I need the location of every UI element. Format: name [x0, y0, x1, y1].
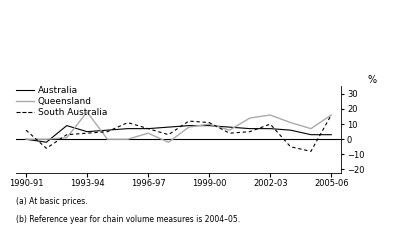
South Australia [24, 129, 29, 131]
Queensland [105, 138, 110, 141]
South Australia [125, 121, 130, 124]
South Australia [105, 130, 110, 133]
Queensland [268, 114, 273, 116]
Australia [268, 127, 273, 130]
Australia [24, 138, 29, 141]
South Australia [207, 121, 212, 124]
South Australia [166, 133, 171, 136]
South Australia [288, 146, 293, 148]
Australia [85, 130, 89, 133]
South Australia [64, 133, 69, 136]
Queensland [64, 136, 69, 139]
Australia [125, 127, 130, 130]
South Australia [146, 127, 150, 130]
Text: (a) At basic prices.: (a) At basic prices. [16, 197, 87, 206]
Queensland [125, 138, 130, 141]
Australia [288, 129, 293, 131]
Text: %: % [368, 75, 377, 85]
Australia [308, 133, 313, 136]
Australia [207, 124, 212, 127]
Queensland [166, 141, 171, 144]
Australia [247, 127, 252, 130]
Australia [105, 129, 110, 131]
South Australia [268, 123, 273, 126]
Queensland [24, 138, 29, 141]
South Australia [227, 132, 232, 135]
Queensland [329, 114, 333, 116]
Queensland [85, 111, 89, 113]
Australia [44, 141, 49, 144]
Legend: Australia, Queensland, South Australia: Australia, Queensland, South Australia [16, 86, 107, 117]
Australia [64, 124, 69, 127]
South Australia [187, 120, 191, 122]
Queensland [207, 123, 212, 126]
Queensland [308, 127, 313, 130]
Queensland [288, 121, 293, 124]
Queensland [44, 138, 49, 141]
South Australia [329, 114, 333, 116]
Line: Australia: Australia [26, 126, 331, 142]
Queensland [146, 132, 150, 135]
Australia [187, 124, 191, 127]
South Australia [308, 150, 313, 153]
Australia [227, 126, 232, 128]
South Australia [85, 132, 89, 135]
Line: Queensland: Queensland [26, 112, 331, 142]
Australia [166, 126, 171, 128]
South Australia [44, 147, 49, 150]
Queensland [247, 117, 252, 119]
Australia [146, 127, 150, 130]
Line: South Australia: South Australia [26, 115, 331, 151]
Queensland [227, 129, 232, 131]
South Australia [247, 130, 252, 133]
Australia [329, 133, 333, 136]
Queensland [187, 126, 191, 128]
Text: (b) Reference year for chain volume measures is 2004–05.: (b) Reference year for chain volume meas… [16, 215, 240, 225]
